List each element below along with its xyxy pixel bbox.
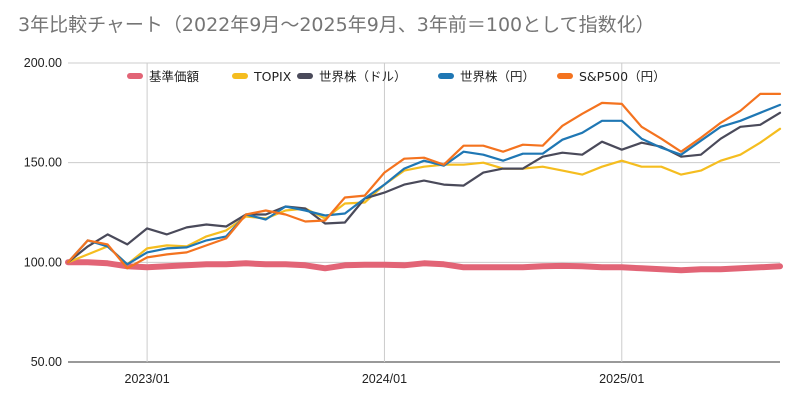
legend-label: 世界株（ドル） [319,69,407,84]
legend-label: 世界株（円） [460,69,535,84]
legend-label: 基準価額 [149,69,200,84]
axes: 50.00 100.00 150.00 200.00 2023/01 2024/01 202… [24,56,645,386]
legend-swatch [297,73,313,79]
series-line-3 [66,103,782,266]
y-tick-label: 200.00 [24,56,62,70]
chart-title: 3年比較チャート（2022年9月〜2025年9月、3年前＝100として指数化） [18,14,655,36]
x-tick-label: 2025/01 [599,372,644,386]
legend-swatch [127,73,143,79]
legend-label: S&P500（円） [579,69,666,84]
y-tick-label: 100.00 [24,255,62,269]
series-line-0 [65,259,783,274]
x-tick-label: 2024/01 [362,372,407,386]
x-tick-label: 2023/01 [125,372,170,386]
legend-label: TOPIX [253,69,292,84]
y-tick-label: 150.00 [24,156,62,170]
legend: 基準価額 TOPIX 世界株（ドル） 世界株（円） S&P500（円） [127,69,666,84]
legend-swatch [232,73,248,79]
legend-swatch [557,73,573,79]
series-lines [65,92,783,274]
series-line-2 [66,111,782,264]
legend-swatch [438,73,454,79]
grid [68,62,780,363]
series-line-4 [66,92,782,270]
series-line-1 [66,127,782,266]
y-tick-label: 50.00 [31,355,62,369]
